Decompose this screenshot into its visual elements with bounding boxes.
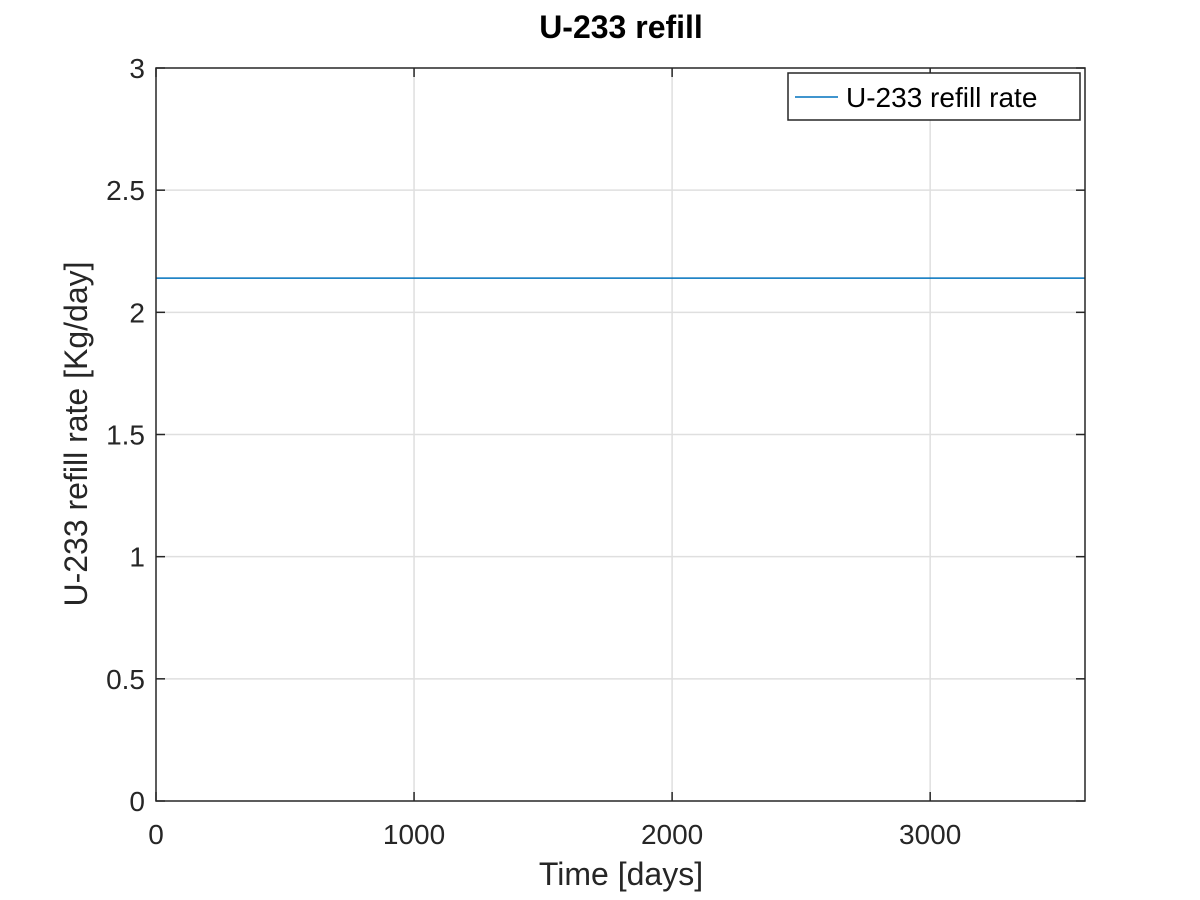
- legend-label-u233-refill-rate: U-233 refill rate: [846, 82, 1037, 113]
- x-tick-label: 1000: [383, 819, 445, 850]
- y-tick-label: 0: [129, 786, 145, 817]
- x-axis-label: Time [days]: [539, 856, 703, 892]
- y-tick-label: 1: [129, 542, 145, 573]
- y-tick-label: 2: [129, 297, 145, 328]
- legend: U-233 refill rate: [787, 72, 1081, 121]
- y-tick-label: 0.5: [106, 664, 145, 695]
- x-tick-label: 3000: [899, 819, 961, 850]
- grid-lines: [156, 68, 1085, 801]
- y-tick-label: 1.5: [106, 420, 145, 451]
- chart-title: U-233 refill: [539, 9, 703, 45]
- y-tick-label: 3: [129, 53, 145, 84]
- x-tick-label: 0: [148, 819, 164, 850]
- x-tick-label: 2000: [641, 819, 703, 850]
- axis-ticks: 0 1000 2000 3000 0 0.5 1 1.5 2 2.5 3: [106, 53, 1085, 850]
- y-tick-label: 2.5: [106, 175, 145, 206]
- y-axis-label: U-233 refill rate [Kg/day]: [58, 261, 94, 606]
